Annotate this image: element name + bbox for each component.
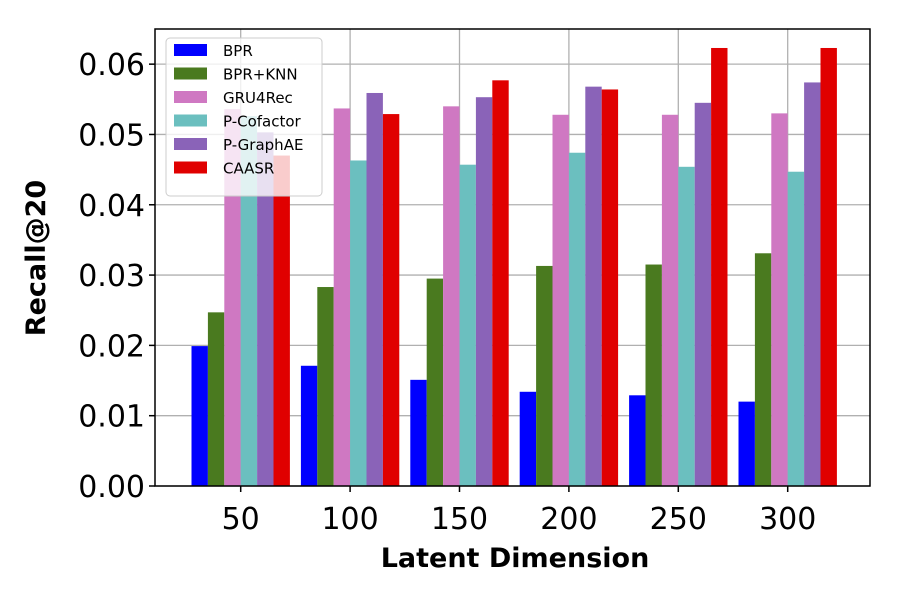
bar: [771, 113, 788, 486]
legend-label: BPR+KNN: [223, 66, 298, 84]
bar: [207, 312, 225, 486]
x-tick-label: 300: [759, 502, 816, 537]
bar: [536, 265, 553, 486]
bar: [552, 114, 569, 486]
bar: [787, 171, 805, 486]
bar: [240, 116, 258, 486]
legend-label: P-GraphAE: [223, 136, 303, 154]
legend-label: P-Cofactor: [223, 113, 302, 131]
y-tick-label: 0.02: [78, 329, 145, 364]
series-caasr: [273, 47, 837, 487]
bar: [754, 253, 772, 486]
plot-frame: [154, 28, 871, 487]
bar: [678, 166, 695, 486]
bar: [645, 264, 662, 486]
y-tick-label: 0.03: [78, 259, 145, 294]
bar: [820, 47, 837, 486]
bar: [738, 401, 755, 486]
bar: [585, 86, 602, 486]
bar: [443, 106, 460, 486]
x-tick-label: 100: [321, 502, 378, 537]
x-tick-label: 200: [540, 502, 597, 537]
y-tick-label: 0.00: [78, 470, 145, 505]
legend: BPR BPR+KNN GRU4Rec P-Cofactor P-GraphAE CAAS…: [165, 37, 323, 197]
bar: [273, 155, 290, 487]
y-tick-label: 0.06: [78, 48, 145, 83]
legend-swatch: [174, 44, 207, 56]
bar: [475, 97, 493, 487]
bar: [492, 80, 509, 486]
y-axis-ticks: 0.00 0.01 0.02 0.03 0.04 0.05 0.06: [78, 48, 155, 505]
y-tick-label: 0.01: [78, 400, 145, 435]
series-bpr-knn: [207, 253, 772, 486]
bar: [694, 102, 712, 487]
legend-label: GRU4Rec: [223, 89, 293, 107]
bar: [382, 114, 400, 486]
legend-swatch: [174, 67, 207, 80]
legend-label: CAASR: [223, 160, 274, 178]
bar: [350, 160, 367, 486]
bar: [661, 114, 679, 486]
x-tick-label: 50: [222, 502, 260, 537]
bar: [459, 164, 476, 486]
x-axis-label: Latent Dimension: [381, 543, 650, 574]
bar: [568, 152, 586, 487]
bar: [333, 108, 351, 486]
bar: [224, 109, 241, 487]
bar: [410, 379, 427, 486]
bar: [257, 132, 274, 487]
series-bpr: [191, 346, 755, 486]
bar: [300, 365, 318, 486]
y-axis-label: Recall@20: [21, 180, 52, 336]
series-p-cofactor: [240, 116, 805, 487]
bar: [191, 346, 208, 486]
bar: [629, 395, 646, 486]
x-axis-ticks: 50 100 150 200 250 300: [222, 486, 816, 537]
bar: [317, 287, 334, 486]
bar: [519, 391, 537, 486]
x-tick-label: 250: [650, 502, 707, 537]
y-tick-label: 0.05: [78, 118, 145, 153]
bars: [191, 47, 837, 487]
bar: [601, 89, 619, 487]
bar: [711, 47, 728, 486]
legend-swatch: [174, 161, 207, 174]
series-gru4rec: [224, 106, 788, 487]
bar: [804, 82, 821, 487]
legend-swatch: [174, 138, 207, 150]
y-tick-label: 0.04: [78, 189, 145, 224]
bar: [366, 92, 383, 486]
series-p-graphae: [257, 82, 821, 487]
x-tick-label: 150: [431, 502, 488, 537]
legend-swatch: [174, 91, 207, 103]
legend-label: BPR: [223, 42, 253, 60]
bar: [426, 278, 444, 486]
legend-swatch: [174, 114, 207, 127]
